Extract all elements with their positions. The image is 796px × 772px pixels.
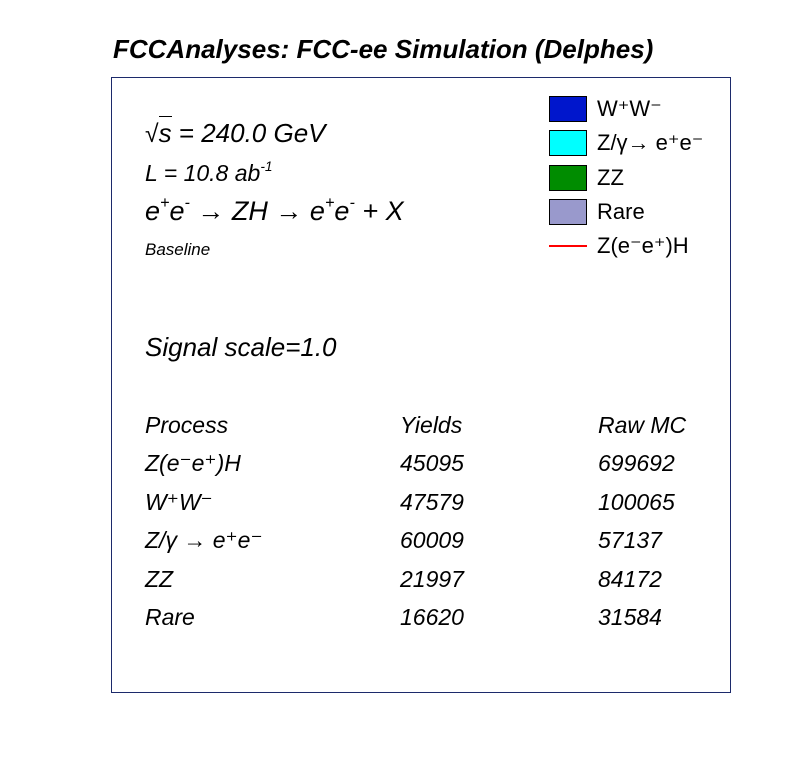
cell-yields: 60009	[400, 527, 464, 553]
legend-label: Z/γ→ e⁺e⁻	[597, 130, 704, 155]
legend-color-swatch	[549, 165, 587, 191]
channel-label: e+e- → ZH → e+e- + X	[145, 193, 404, 226]
sqrt-s-label: √s = 240.0 GeV	[145, 116, 326, 149]
cell-process: Rare	[145, 604, 195, 630]
cell-raw-mc: 100065	[598, 489, 675, 515]
sqrt-s-value: = 240.0 GeV	[178, 118, 326, 148]
legend-line-swatch	[549, 245, 587, 247]
selection-label: Baseline	[145, 240, 211, 259]
legend-color-swatch	[549, 199, 587, 225]
cell-raw-mc: 699692	[598, 450, 675, 476]
sqrt-symbol: √s	[145, 116, 172, 148]
cell-raw-mc: 31584	[598, 604, 662, 630]
cell-yields: 21997	[400, 566, 464, 592]
signal-scale-label: Signal scale=1.0	[145, 332, 337, 362]
legend-label: W⁺W⁻	[597, 96, 662, 121]
cell-yields: 47579	[400, 489, 464, 515]
legend-label: Z(e⁻e⁺)H	[597, 233, 689, 258]
cell-process: ZZ	[145, 566, 174, 592]
cell-raw-mc: 84172	[598, 566, 662, 592]
legend-label: Rare	[597, 199, 645, 224]
column-header-yields: Yields	[400, 412, 463, 438]
cell-process: Z(e⁻e⁺)H	[145, 450, 241, 476]
plot-frame	[111, 77, 731, 693]
column-header-process: Process	[145, 412, 229, 438]
chart-title: FCCAnalyses: FCC-ee Simulation (Delphes)	[113, 34, 654, 64]
cell-raw-mc: 57137	[598, 527, 662, 553]
luminosity-label: L = 10.8 ab-1	[145, 158, 273, 186]
cell-yields: 16620	[400, 604, 464, 630]
cell-yields: 45095	[400, 450, 464, 476]
legend-label: ZZ	[597, 165, 624, 190]
cell-process: Z/γ → e⁺e⁻	[145, 527, 263, 553]
legend-color-swatch	[549, 130, 587, 156]
legend-color-swatch	[549, 96, 587, 122]
column-header-raw-mc: Raw MC	[598, 412, 687, 438]
cell-process: W⁺W⁻	[145, 489, 213, 515]
